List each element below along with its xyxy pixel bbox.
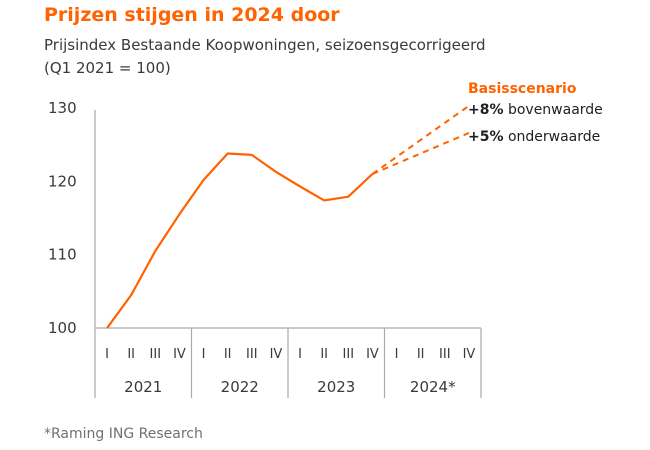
quarter-tick-label: I [202,347,206,362]
y-tick-label: 110 [48,246,77,264]
projection-label: +5% onderwaarde [468,129,600,145]
year-tick-label: 2021 [124,378,162,396]
quarter-tick-label: III [246,347,258,362]
quarter-tick-label: II [417,347,425,362]
projection-label-value: +8% [468,102,504,118]
chart-subtitle: Prijsindex Bestaande Koopwoningen, seizo… [44,34,486,80]
quarter-tick-label: IV [463,347,476,362]
chart-title: Prijzen stijgen in 2024 door [44,4,340,26]
projection-label: +8% bovenwaarde [468,102,603,118]
quarter-tick-label: II [127,347,135,362]
y-tick-label: 130 [48,99,77,117]
projection-label-text: bovenwaarde [504,102,603,118]
projection-line [371,104,470,175]
subtitle-line-2: (Q1 2021 = 100) [44,59,171,77]
y-tick-label: 120 [48,172,77,190]
year-tick-label: 2022 [221,378,259,396]
series-line [106,152,374,329]
quarter-tick-label: IV [366,347,379,362]
subtitle-line-1: Prijsindex Bestaande Koopwoningen, seizo… [44,36,486,54]
quarter-tick-label: IV [173,347,186,362]
projection-label-value: +5% [468,129,504,145]
quarter-tick-label: III [439,347,451,362]
projection-title: Basisscenario [468,81,577,97]
chart-lines [106,104,470,329]
quarter-tick-label: III [150,347,162,362]
quarter-tick-label: II [224,347,232,362]
chart-axes [94,110,482,398]
quarter-tick-label: II [320,347,328,362]
quarter-tick-label: IV [270,347,283,362]
quarter-tick-label: I [395,347,399,362]
projection-annotations: Basisscenario+8% bovenwaarde+5% onderwaa… [468,81,603,145]
quarter-tick-label: I [105,347,109,362]
projection-label-text: onderwaarde [504,129,601,145]
year-tick-label: 2024* [410,378,456,396]
quarter-tick-label: I [298,347,302,362]
year-tick-label: 2023 [317,378,355,396]
quarter-tick-label: III [343,347,355,362]
y-axis-labels: 100 110 120 130 [48,99,77,337]
y-tick-label: 100 [48,319,77,337]
footnote: *Raming ING Research [44,426,203,442]
